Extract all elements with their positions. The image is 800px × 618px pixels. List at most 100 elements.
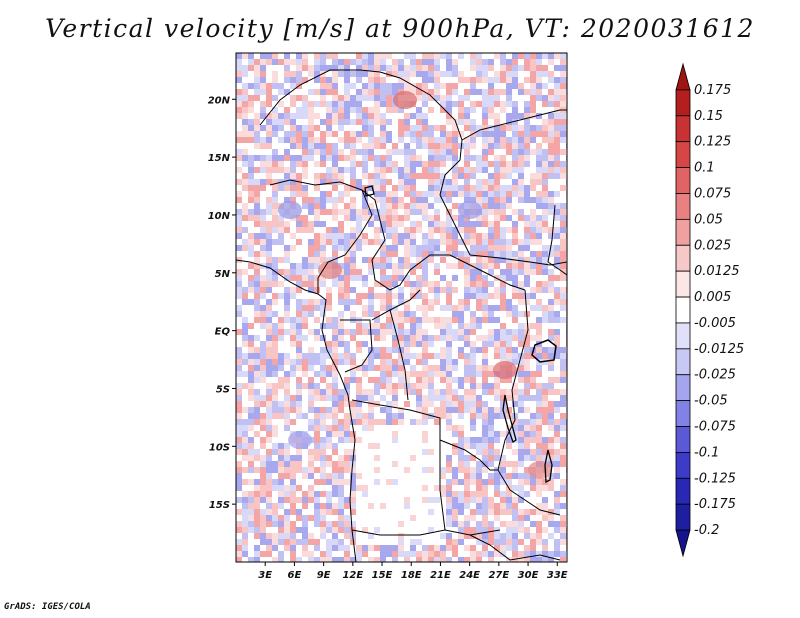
field-cell	[422, 329, 428, 335]
field-cell	[506, 239, 512, 245]
field-cell	[494, 479, 500, 485]
field-cell	[290, 125, 296, 131]
field-cell	[344, 437, 350, 443]
field-cell	[332, 185, 338, 191]
field-cell	[482, 77, 488, 83]
field-cell	[440, 245, 446, 251]
field-cell	[542, 107, 548, 113]
field-cell	[266, 179, 272, 185]
field-cell	[308, 353, 314, 359]
field-cell	[560, 299, 566, 305]
field-cell	[476, 155, 482, 161]
field-cell	[368, 197, 374, 203]
field-cell	[236, 65, 242, 71]
field-cell	[302, 377, 308, 383]
field-cell	[308, 485, 314, 491]
field-cell	[422, 137, 428, 143]
field-cell	[380, 245, 386, 251]
field-cell	[464, 479, 470, 485]
field-cell	[290, 101, 296, 107]
field-cell	[266, 71, 272, 77]
field-cell	[368, 323, 374, 329]
field-cell	[320, 179, 326, 185]
field-cell	[542, 449, 548, 455]
field-cell	[350, 437, 356, 443]
field-cell	[548, 251, 554, 257]
field-cell	[524, 239, 530, 245]
field-cell	[512, 461, 518, 467]
field-cell	[254, 245, 260, 251]
field-cell	[554, 119, 560, 125]
field-cell	[332, 53, 338, 59]
field-cell	[332, 299, 338, 305]
field-cell	[302, 299, 308, 305]
field-cell	[458, 77, 464, 83]
field-cell	[284, 377, 290, 383]
field-cell	[530, 227, 536, 233]
field-cell	[548, 287, 554, 293]
field-cell	[260, 431, 266, 437]
field-cell	[248, 53, 254, 59]
field-cell	[530, 167, 536, 173]
field-cell	[446, 167, 452, 173]
field-cell	[308, 53, 314, 59]
field-cell	[248, 473, 254, 479]
field-cell	[362, 173, 368, 179]
field-cell	[518, 317, 524, 323]
field-cell	[554, 89, 560, 95]
field-cell	[488, 221, 494, 227]
colorbar-label: -0.025	[694, 368, 736, 383]
field-cell	[338, 485, 344, 491]
field-cell	[368, 77, 374, 83]
field-cell	[302, 335, 308, 341]
field-cell	[554, 113, 560, 119]
field-cell	[548, 263, 554, 269]
field-cell	[530, 131, 536, 137]
field-cell	[536, 431, 542, 437]
field-cell	[542, 209, 548, 215]
field-cell	[554, 293, 560, 299]
field-cell	[314, 401, 320, 407]
field-cell	[296, 485, 302, 491]
field-cell	[398, 449, 404, 455]
field-cell	[344, 371, 350, 377]
field-cell	[536, 329, 542, 335]
field-cell	[308, 185, 314, 191]
field-cell	[254, 431, 260, 437]
field-cell	[494, 209, 500, 215]
field-cell	[452, 365, 458, 371]
field-cell	[362, 389, 368, 395]
field-cell	[482, 263, 488, 269]
field-cell	[290, 317, 296, 323]
field-cell	[434, 131, 440, 137]
field-cell	[482, 275, 488, 281]
field-cell	[428, 197, 434, 203]
field-cell	[548, 161, 554, 167]
field-cell	[470, 341, 476, 347]
field-cell	[254, 353, 260, 359]
field-cell	[560, 419, 566, 425]
field-cell	[398, 485, 404, 491]
field-cell	[338, 467, 344, 473]
field-cell	[506, 197, 512, 203]
field-cell	[248, 125, 254, 131]
field-cell	[266, 245, 272, 251]
field-cell	[308, 323, 314, 329]
field-cell	[482, 95, 488, 101]
field-cell	[506, 437, 512, 443]
field-cell	[302, 467, 308, 473]
field-cell	[338, 233, 344, 239]
field-cell	[482, 173, 488, 179]
field-cell	[362, 491, 368, 497]
field-cell	[272, 167, 278, 173]
field-cell	[326, 143, 332, 149]
field-cell	[368, 437, 374, 443]
field-cell	[248, 65, 254, 71]
field-cell	[440, 119, 446, 125]
field-cell	[284, 233, 290, 239]
field-cell	[416, 467, 422, 473]
field-cell	[446, 419, 452, 425]
field-cell	[554, 209, 560, 215]
field-cell	[482, 257, 488, 263]
field-cell	[410, 71, 416, 77]
